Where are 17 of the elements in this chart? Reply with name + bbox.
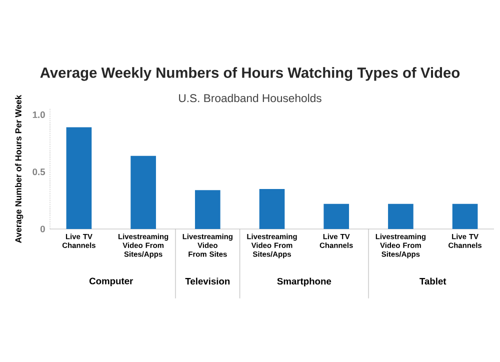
bar — [194, 190, 220, 230]
bar — [324, 204, 350, 230]
bar — [259, 189, 285, 230]
y-tick-label: 0.5 — [32, 168, 46, 176]
text: Smartphone — [277, 278, 332, 286]
bar — [452, 204, 478, 230]
chart-subtitle: U.S. Broadband Households — [179, 94, 322, 102]
bar — [388, 204, 414, 230]
text: Television — [185, 278, 230, 285]
y-tick-label: 1.0 — [32, 111, 45, 118]
y-tick-label: 0 — [40, 226, 45, 232]
bar — [66, 127, 92, 230]
bar — [130, 156, 156, 230]
text: Computer — [89, 278, 134, 286]
text: Tablet — [420, 278, 446, 285]
y-axis-title: Average Number of Hours Per Week — [15, 94, 24, 243]
chart-title: Average Weekly Numbers of Hours Watching Types of Video — [40, 67, 460, 81]
